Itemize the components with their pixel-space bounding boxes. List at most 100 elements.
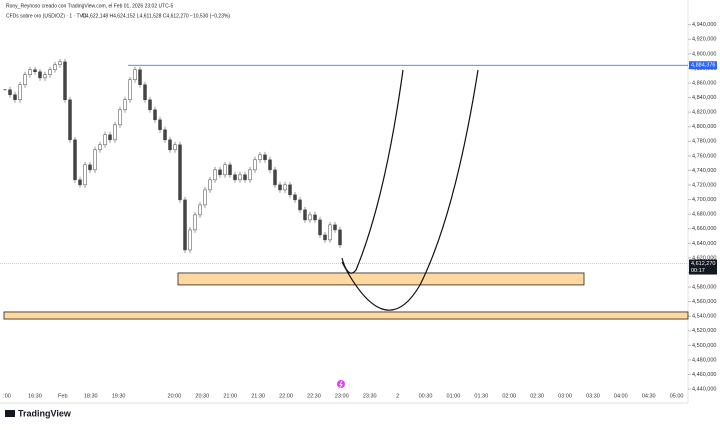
candle-body <box>58 61 62 66</box>
candle-body <box>103 134 107 146</box>
countdown: 00:17 <box>691 268 705 274</box>
y-tick-label: 4,820,000 <box>692 110 716 116</box>
y-tick-label: 4,740,000 <box>692 168 716 174</box>
candle-body <box>298 199 302 211</box>
candle-body <box>48 69 52 75</box>
last-price-badge <box>689 259 717 275</box>
zone <box>177 272 585 286</box>
y-tick-label: 4,760,000 <box>692 153 716 159</box>
candle-body <box>68 99 72 141</box>
candle-body <box>23 74 27 85</box>
brand: TradingView <box>18 408 72 418</box>
x-tick-label: 03:00 <box>558 393 572 399</box>
candle-body <box>93 149 97 171</box>
level-badge <box>689 61 717 70</box>
x-tick-label: 01:00 <box>447 393 461 399</box>
x-tick-label: 04:30 <box>642 393 656 399</box>
y-tick-label: 4,840,000 <box>692 95 716 101</box>
candle-body <box>198 204 202 216</box>
candle-body <box>13 94 17 100</box>
y-tick-label: 4,580,000 <box>692 284 716 290</box>
y-tick-label: 4,860,000 <box>692 80 716 86</box>
x-tick-label: 21:00 <box>223 393 237 399</box>
candle-body <box>208 179 212 191</box>
x-tick-label: 18:30 <box>84 393 98 399</box>
candle-body <box>228 164 232 176</box>
candle-body <box>88 164 92 171</box>
x-tick-label: :00 <box>3 393 11 399</box>
y-tick-label: 4,660,000 <box>692 226 716 232</box>
y-tick-label: 4,460,000 <box>692 372 716 378</box>
candle-body <box>73 139 77 181</box>
last-price-label: 4,612,270 <box>691 261 715 267</box>
x-tick-label: 16:30 <box>28 393 42 399</box>
y-tick-label: 4,520,000 <box>692 328 716 334</box>
x-tick-label: Feb <box>58 393 67 399</box>
y-tick-label: 4,480,000 <box>692 357 716 363</box>
candle-body <box>313 214 317 221</box>
candle-body <box>318 219 322 236</box>
candle-body <box>18 84 22 100</box>
y-tick-label: 4,620,000 <box>692 255 716 261</box>
candle-body <box>138 69 142 85</box>
candle-body <box>173 144 177 151</box>
candle-body <box>308 214 312 221</box>
y-tick-label: 4,500,000 <box>692 343 716 349</box>
y-tick-label: 4,780,000 <box>692 139 716 145</box>
candle-body <box>158 119 162 131</box>
y-tick-label: 4,680,000 <box>692 212 716 218</box>
candle-body <box>288 184 292 196</box>
candle-body <box>118 109 122 126</box>
candle-body <box>123 99 127 111</box>
x-tick-label: 01:30 <box>474 393 488 399</box>
x-tick-label: 20:00 <box>168 393 182 399</box>
candle-body <box>243 174 247 181</box>
candle-body <box>278 184 282 191</box>
event-icon-bolt <box>339 380 343 388</box>
x-tick-label: 00:30 <box>419 393 433 399</box>
y-tick-label: 4,940,000 <box>692 22 716 28</box>
candle-body <box>128 79 132 100</box>
candle-body <box>3 89 7 91</box>
candle-body <box>218 169 222 176</box>
logo <box>5 410 15 417</box>
candle-body <box>223 164 227 176</box>
candle-body <box>53 64 57 70</box>
candle-body <box>268 159 272 171</box>
candle-body <box>193 214 197 231</box>
candle-body <box>258 154 262 161</box>
level-label: 4,884,376 <box>691 63 715 69</box>
y-tick-label: 4,700,000 <box>692 197 716 203</box>
candle-body <box>143 84 147 100</box>
x-tick-label: 03:30 <box>586 393 600 399</box>
x-tick-label: 22:00 <box>279 393 293 399</box>
candle-body <box>133 69 137 81</box>
y-tick-label: 4,440,000 <box>692 387 716 393</box>
symbol: CFDs sobre oro (USD/OZ) · 1 · TVC <box>6 13 87 19</box>
candle-body <box>153 109 157 121</box>
x-tick-label: 04:00 <box>614 393 628 399</box>
projection-curve <box>341 69 479 311</box>
x-tick-label: 20:30 <box>195 393 209 399</box>
ohlc: O4,622,148 H4,624,152 L4,611,528 C4,612,… <box>82 13 230 19</box>
x-tick-label: 05:00 <box>670 393 684 399</box>
candle-body <box>108 134 112 141</box>
projection-curve <box>341 69 404 274</box>
candle-body <box>203 189 207 206</box>
event-icon[interactable] <box>337 380 345 388</box>
candle-body <box>98 144 102 151</box>
candle-body <box>163 129 167 141</box>
author-line: Rony_Reynoso creado con TradingView.com,… <box>6 3 173 9</box>
candle-body <box>283 184 287 191</box>
candle-body <box>248 169 252 181</box>
candle-body <box>213 169 217 181</box>
y-tick-label: 4,640,000 <box>692 241 716 247</box>
candle-body <box>38 71 42 79</box>
x-tick-label: 19:30 <box>112 393 126 399</box>
candle-body <box>273 169 277 186</box>
candle-body <box>113 124 117 141</box>
y-tick-label: 4,920,000 <box>692 37 716 43</box>
candle-body <box>303 209 307 221</box>
candle-body <box>183 199 187 251</box>
